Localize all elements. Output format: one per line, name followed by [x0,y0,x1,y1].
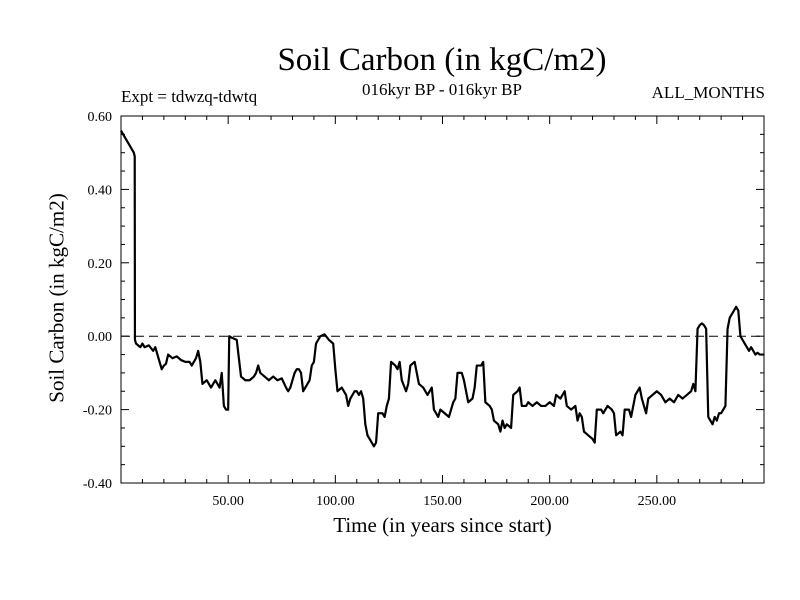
x-tick-label: 200.00 [530,494,569,509]
y-tick-label: 0.60 [88,110,113,125]
series-line [120,130,764,448]
x-axis-label: Time (in years since start) [333,513,552,537]
experiment-label: Expt = tdwzq-tdwtq [121,87,258,106]
plot-frame [120,115,765,484]
chart-title: Soil Carbon (in kgC/m2) [277,42,607,78]
y-tick-label: 0.40 [88,183,113,198]
months-label: ALL_MONTHS [651,83,765,102]
chart-subtitle: 016kyr BP - 016kyr BP [362,80,522,99]
x-tick-label: 50.00 [212,494,244,509]
y-tick-label: -0.40 [83,477,112,492]
y-tick-label: 0.00 [88,330,113,345]
x-tick-label: 150.00 [423,494,462,509]
x-tick-label: 100.00 [316,494,355,509]
x-tick-label: 250.00 [638,494,677,509]
y-tick-label: 0.20 [88,257,113,272]
tick-marks [121,116,764,483]
tick-labels: 50.00 100.00 150.00 200.00 250.00 -0.40 -0.20 0… [83,110,676,509]
y-tick-label: -0.20 [83,404,112,419]
